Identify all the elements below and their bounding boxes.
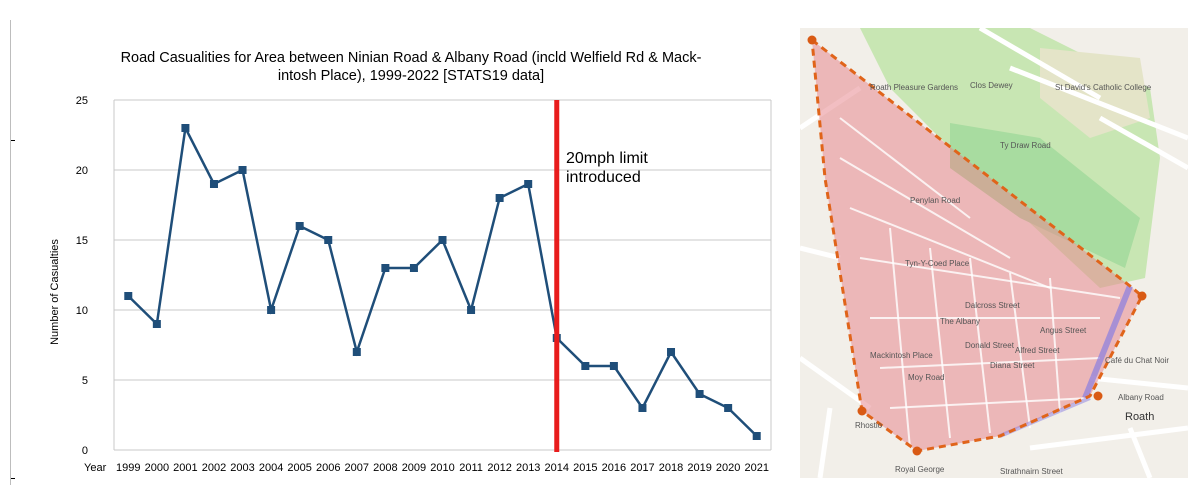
data-point bbox=[381, 264, 390, 272]
x-tick-label: 2013 bbox=[516, 462, 540, 474]
data-point bbox=[495, 194, 504, 202]
map-label-penylan: Penylan Road bbox=[910, 196, 960, 205]
data-point bbox=[438, 236, 447, 244]
data-point bbox=[667, 348, 676, 356]
x-axis-label: Year bbox=[84, 462, 107, 474]
data-point bbox=[124, 292, 133, 300]
x-tick-label: 2000 bbox=[145, 462, 169, 474]
x-tick-label: 2001 bbox=[173, 462, 197, 474]
annotation-line1: 20mph limit bbox=[566, 150, 648, 167]
x-tick-label: 2003 bbox=[230, 462, 254, 474]
map-label-dalcross: Dalcross Street bbox=[965, 301, 1020, 310]
map-label-ty-draw: Ty Draw Road bbox=[1000, 141, 1051, 150]
map-label-college: St David's Catholic College bbox=[1055, 83, 1152, 92]
x-tick-label: 2016 bbox=[602, 462, 626, 474]
data-point bbox=[352, 348, 361, 356]
x-tick-label: 2014 bbox=[545, 462, 569, 474]
x-tick-label: 1999 bbox=[116, 462, 140, 474]
data-point bbox=[409, 264, 418, 272]
map-label-angus: Angus Street bbox=[1040, 326, 1087, 335]
map-label-albany-pub: The Albany bbox=[940, 317, 980, 326]
data-point bbox=[609, 362, 618, 370]
x-tick-label: 2007 bbox=[345, 462, 369, 474]
study-area bbox=[812, 40, 1142, 451]
x-tick-label: 2002 bbox=[202, 462, 226, 474]
x-tick-label: 2018 bbox=[659, 462, 683, 474]
data-point bbox=[724, 404, 733, 412]
data-point bbox=[524, 180, 533, 188]
data-point bbox=[324, 236, 333, 244]
map-label-gardens: Roath Pleasure Gardens bbox=[870, 83, 958, 92]
data-point bbox=[181, 124, 190, 132]
data-point bbox=[267, 306, 276, 314]
area-streets bbox=[839, 117, 1121, 449]
map-label-clos-dewey: Clos Dewey bbox=[970, 81, 1013, 90]
panel-edge-tick bbox=[11, 140, 15, 141]
x-tick-label: 2005 bbox=[287, 462, 311, 474]
map-label-strathnairn: Strathnairn Street bbox=[1000, 467, 1063, 476]
map-label-moy: Moy Road bbox=[908, 373, 944, 382]
x-tick-label: 2006 bbox=[316, 462, 340, 474]
series-line bbox=[127, 123, 758, 437]
chart-panel: Road Casualities for Area between Ninian… bbox=[10, 20, 781, 485]
y-tick-label: 5 bbox=[82, 375, 88, 387]
data-point bbox=[209, 180, 218, 188]
data-point bbox=[638, 404, 647, 412]
grid-layer bbox=[113, 99, 772, 451]
x-tick-label: 2021 bbox=[744, 462, 768, 474]
map-panel: Roath Pleasure Gardens St David's Cathol… bbox=[800, 28, 1188, 478]
map-label-royal-george: Royal George bbox=[895, 465, 945, 474]
cycle-lane bbox=[1082, 284, 1133, 400]
x-tick-label: 2011 bbox=[459, 462, 483, 474]
series-layer bbox=[124, 123, 761, 440]
map-labels: Roath Pleasure Gardens St David's Cathol… bbox=[855, 81, 1169, 476]
y-tick-label: 20 bbox=[76, 165, 88, 177]
x-tick-label: 2004 bbox=[259, 462, 283, 474]
map-label-cafe: Café du Chat Noir bbox=[1105, 356, 1169, 365]
y-tick-label: 25 bbox=[76, 95, 88, 107]
map-label-tyn-y-coed: Tyn-Y-Coed Place bbox=[905, 259, 970, 268]
x-tick-label: 2012 bbox=[487, 462, 511, 474]
x-tick-label: 2015 bbox=[573, 462, 597, 474]
map-svg: Roath Pleasure Gardens St David's Cathol… bbox=[800, 28, 1188, 478]
playing-fields bbox=[950, 123, 1140, 268]
panel-edge-tick bbox=[11, 478, 15, 479]
x-tick-label: 2019 bbox=[687, 462, 711, 474]
y-tick-label: 10 bbox=[76, 305, 88, 317]
map-label-diana: Diana Street bbox=[990, 361, 1035, 370]
x-tick-label: 2010 bbox=[430, 462, 454, 474]
data-point bbox=[238, 166, 247, 174]
annotation-line2: introduced bbox=[566, 169, 641, 186]
chart-svg: Road Casualities for Area between Ninian… bbox=[49, 50, 772, 474]
y-tick-label: 15 bbox=[76, 235, 88, 247]
x-tick-label: 2008 bbox=[373, 462, 397, 474]
map-label-roath: Roath bbox=[1125, 411, 1154, 423]
boundary-vertices bbox=[807, 35, 1147, 456]
data-point bbox=[695, 390, 704, 398]
y-tick-label: 0 bbox=[82, 445, 88, 457]
x-tick-label: 2017 bbox=[630, 462, 654, 474]
axis-layer: 0 5 10 15 20 25 1999 2000 2001 2002 2003 2004 2005 20… bbox=[76, 95, 769, 474]
x-tick-label: 2020 bbox=[716, 462, 740, 474]
data-point bbox=[467, 306, 476, 314]
data-point bbox=[581, 362, 590, 370]
data-point bbox=[152, 320, 161, 328]
data-point bbox=[752, 432, 761, 440]
x-tick-label: 2009 bbox=[402, 462, 426, 474]
chart-title-line2: intosh Place), 1999-2022 [STATS19 data] bbox=[278, 68, 544, 84]
map-label-rhostio: Rhostio bbox=[855, 421, 883, 430]
map-label-donald: Donald Street bbox=[965, 341, 1015, 350]
map-label-albany-road: Albany Road bbox=[1118, 393, 1164, 402]
chart-title-line1: Road Casualities for Area between Ninian… bbox=[121, 50, 702, 66]
y-axis-label: Number of Casualties bbox=[49, 239, 61, 345]
study-area-boundary bbox=[810, 36, 1144, 453]
map-label-alfred: Alfred Street bbox=[1015, 346, 1060, 355]
map-label-mackintosh: Mackintosh Place bbox=[870, 351, 933, 360]
data-point bbox=[295, 222, 304, 230]
